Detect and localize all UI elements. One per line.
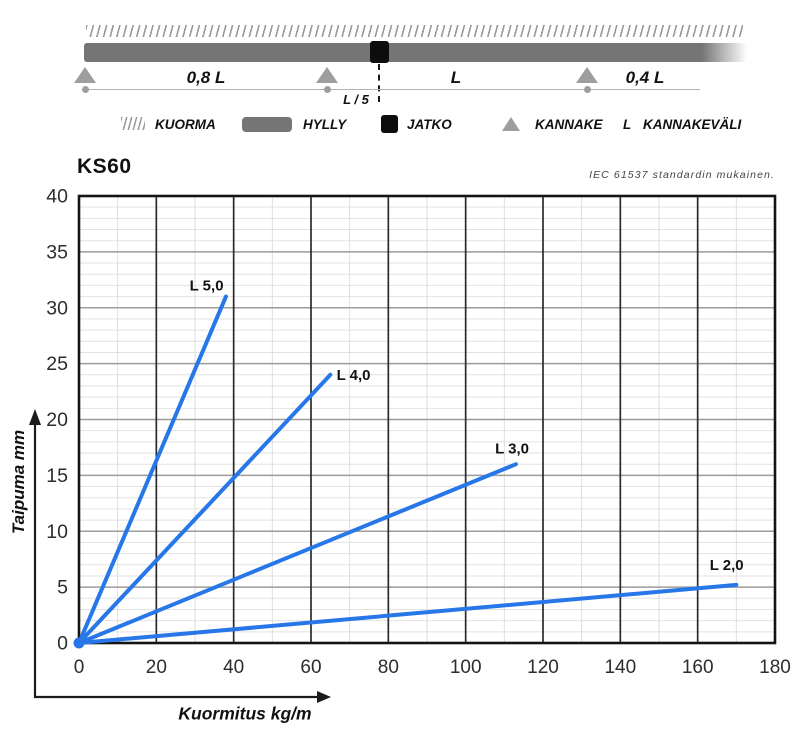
support-triangle-3 xyxy=(576,67,598,83)
joint-marker xyxy=(370,41,389,63)
span-label-right: 0,4 L xyxy=(625,68,665,87)
support-triangle-1 xyxy=(74,67,96,83)
legend-hatch-icon xyxy=(121,117,145,130)
x-tick-label: 80 xyxy=(378,657,399,678)
x-tick-label: 160 xyxy=(682,657,714,678)
series-label: L 3,0 xyxy=(495,441,529,458)
chart-title: KS60 xyxy=(77,155,132,178)
y-tick-label: 20 xyxy=(46,409,68,431)
y-axis-arrowhead xyxy=(29,409,41,425)
series-line xyxy=(77,294,228,645)
origin-dot xyxy=(73,637,85,649)
legend-shelf-icon xyxy=(242,117,292,132)
series-label: L 4,0 xyxy=(337,367,371,384)
dimension-line xyxy=(85,89,700,90)
plot-border xyxy=(77,194,777,645)
y-tick-label: 10 xyxy=(46,521,68,543)
x-tick-label: 180 xyxy=(759,657,791,678)
y-tick-label: 15 xyxy=(46,465,68,487)
legend-label-kuorma: KUORMA xyxy=(155,117,216,132)
y-tick-label: 40 xyxy=(46,186,68,208)
legend-label-hylly: HYLLY xyxy=(303,117,347,132)
dimension-dot-2 xyxy=(323,86,331,93)
x-tick-label: 40 xyxy=(223,657,244,678)
x-axis-label: Kuormitus kg/m xyxy=(178,703,312,724)
series-line xyxy=(77,372,333,645)
standard-note: IEC 61537 standardin mukainen. xyxy=(589,169,775,181)
dimension-dot-3 xyxy=(583,86,591,93)
series-label: L 2,0 xyxy=(710,557,744,574)
axis-arrow-line xyxy=(33,424,317,699)
y-axis-label: Taipuma mm xyxy=(9,429,28,535)
legend-symbol-L: L xyxy=(623,117,632,132)
shelf-bar xyxy=(84,43,750,62)
legend-label-kannake: KANNAKE xyxy=(535,117,603,132)
span-label-left: 0,8 L xyxy=(186,68,226,87)
span-label-mid: L xyxy=(450,68,462,87)
legend-label-kannakevali: KANNAKEVÄLI xyxy=(643,117,742,132)
series-line xyxy=(77,462,518,645)
support-triangle-2 xyxy=(316,67,338,83)
x-axis-arrowhead xyxy=(317,691,331,703)
y-tick-label: 30 xyxy=(46,297,68,319)
legend-joint-icon xyxy=(381,115,398,133)
y-tick-label: 35 xyxy=(46,241,68,263)
series-line xyxy=(77,582,739,645)
x-tick-label: 100 xyxy=(450,657,482,678)
dimension-dot-1 xyxy=(81,86,89,93)
x-tick-label: 60 xyxy=(300,657,321,678)
x-tick-label: 120 xyxy=(527,657,559,678)
x-tick-label: 140 xyxy=(604,657,636,678)
y-tick-label: 25 xyxy=(46,353,68,375)
legend-support-icon xyxy=(502,117,520,131)
x-tick-label: 20 xyxy=(146,657,167,678)
series-label: L 5,0 xyxy=(190,277,224,294)
load-hatch-strip xyxy=(86,25,743,37)
joint-offset-label: L / 5 xyxy=(343,92,369,107)
y-tick-label: 0 xyxy=(57,633,68,655)
y-tick-label: 5 xyxy=(57,577,68,599)
legend-label-jatko: JATKO xyxy=(407,117,452,132)
x-tick-label: 0 xyxy=(74,657,85,678)
joint-dashed-line xyxy=(378,64,380,102)
